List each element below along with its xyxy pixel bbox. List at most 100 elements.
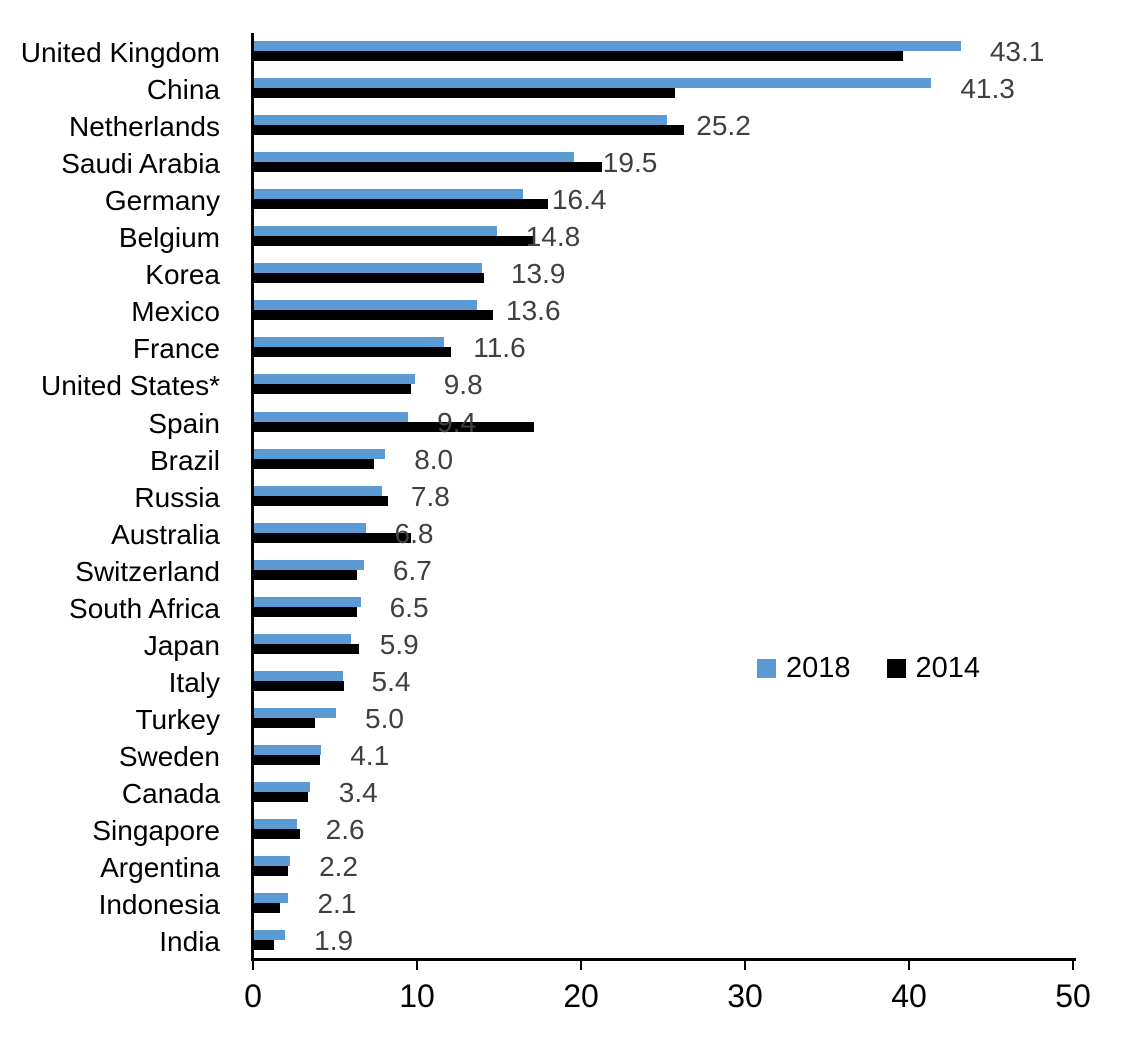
x-tick-label: 30 xyxy=(727,978,763,1014)
x-tick-label: 0 xyxy=(244,978,262,1014)
bar-2018 xyxy=(254,41,961,51)
data-label: 25.2 xyxy=(696,110,751,142)
bar-row: Mexico 13.6 xyxy=(0,292,1123,329)
data-label: 2.6 xyxy=(325,814,365,846)
bar-2018 xyxy=(254,893,289,904)
data-label: 2.2 xyxy=(319,851,359,883)
bar-2014 xyxy=(254,866,289,877)
bar-2014 xyxy=(254,51,904,61)
bar-2014 xyxy=(254,458,374,469)
bar-2018 xyxy=(254,856,291,867)
bar-2014 xyxy=(254,903,281,914)
bar-2014 xyxy=(254,754,320,765)
category-label: Belgium xyxy=(118,222,220,254)
bar-2018 xyxy=(254,485,382,496)
category-label: India xyxy=(159,926,220,958)
legend-swatch-2018-icon xyxy=(757,659,776,678)
data-label: 5.9 xyxy=(379,628,419,660)
bar-2018 xyxy=(254,596,361,607)
data-label: 7.8 xyxy=(410,480,450,512)
bar-row: Canada 3.4 xyxy=(0,774,1123,811)
x-tick-mark xyxy=(1072,961,1074,970)
bar-row: Turkey 5.0 xyxy=(0,700,1123,737)
data-label: 2.1 xyxy=(317,888,357,920)
x-tick-label: 50 xyxy=(1055,978,1091,1014)
bar-2014 xyxy=(254,606,358,617)
category-label: Singapore xyxy=(92,815,220,847)
bar-2014 xyxy=(254,643,359,654)
bar-row: Germany 16.4 xyxy=(0,181,1123,218)
data-label: 9.4 xyxy=(437,406,477,438)
category-label: Mexico xyxy=(131,296,220,328)
data-label: 11.6 xyxy=(473,332,526,364)
bar-2018 xyxy=(254,263,482,274)
data-label: 13.9 xyxy=(510,258,566,290)
bar-row: China 41.3 xyxy=(0,70,1123,107)
bar-row: Indonesia 2.1 xyxy=(0,885,1123,922)
category-label: Indonesia xyxy=(98,889,220,921)
category-label: Spain xyxy=(148,407,220,439)
category-label: Italy xyxy=(168,666,220,698)
category-label: South Africa xyxy=(69,592,220,624)
category-label: United Kingdom xyxy=(20,37,220,68)
data-label: 5.4 xyxy=(371,665,411,697)
category-label: Russia xyxy=(134,481,220,513)
bar-2018 xyxy=(254,300,478,311)
bar-2014 xyxy=(254,347,451,358)
bar-row: India 1.9 xyxy=(0,922,1123,959)
category-label: United States* xyxy=(41,370,220,402)
bar-2014 xyxy=(254,792,309,802)
bar-2018 xyxy=(254,744,322,755)
bar-2014 xyxy=(254,125,684,136)
bar-2018 xyxy=(254,707,336,718)
legend-swatch-2014-icon xyxy=(886,659,906,678)
bar-2014 xyxy=(254,680,345,691)
data-label: 6.7 xyxy=(392,554,432,586)
bar-2014 xyxy=(254,532,412,543)
category-label: Canada xyxy=(121,778,220,809)
bar-2014 xyxy=(254,421,535,432)
bar-row: United Kingdom 43.1 xyxy=(0,33,1123,70)
bar-2018 xyxy=(254,522,366,533)
legend: 2018 2014 xyxy=(757,652,980,685)
bar-row: Italy 5.4 xyxy=(0,663,1123,700)
data-label: 3.4 xyxy=(338,777,378,808)
x-tick-mark xyxy=(252,961,254,970)
data-label: 6.8 xyxy=(394,517,434,549)
bar-2018 xyxy=(254,115,668,126)
category-label: Turkey xyxy=(135,703,220,735)
x-tick-mark xyxy=(416,961,418,970)
x-tick-mark xyxy=(908,961,910,970)
category-label: Germany xyxy=(104,185,220,217)
category-label: Australia xyxy=(111,518,220,550)
x-tick-label: 40 xyxy=(891,978,927,1014)
bar-row: Sweden 4.1 xyxy=(0,737,1123,774)
data-label: 9.8 xyxy=(443,369,483,401)
bar-2018 xyxy=(254,374,415,385)
data-label: 41.3 xyxy=(960,73,1015,105)
bar-2014 xyxy=(254,162,602,173)
bar-2018 xyxy=(254,189,523,200)
bar-2018 xyxy=(254,819,297,830)
bar-2018 xyxy=(254,411,409,422)
x-tick-mark xyxy=(580,961,582,970)
bar-row: France 11.6 xyxy=(0,329,1123,366)
legend-item-2014: 2014 xyxy=(886,652,981,685)
data-label: 1.9 xyxy=(314,925,354,957)
data-label: 13.6 xyxy=(506,295,561,327)
bar-2018 xyxy=(254,448,386,459)
category-label: Japan xyxy=(143,629,220,661)
legend-label-2014: 2014 xyxy=(915,652,981,684)
x-axis-line xyxy=(251,958,1076,961)
bar-2018 xyxy=(254,633,351,644)
bar-2018 xyxy=(254,670,343,681)
category-label: Brazil xyxy=(149,444,220,476)
legend-label-2018: 2018 xyxy=(786,652,851,684)
data-label: 6.5 xyxy=(389,591,429,623)
bar-2014 xyxy=(254,717,315,728)
category-label: Sweden xyxy=(118,740,220,772)
bar-row: Argentina 2.2 xyxy=(0,848,1123,885)
bar-row: Switzerland 6.7 xyxy=(0,552,1123,589)
bar-2018 xyxy=(254,559,364,570)
